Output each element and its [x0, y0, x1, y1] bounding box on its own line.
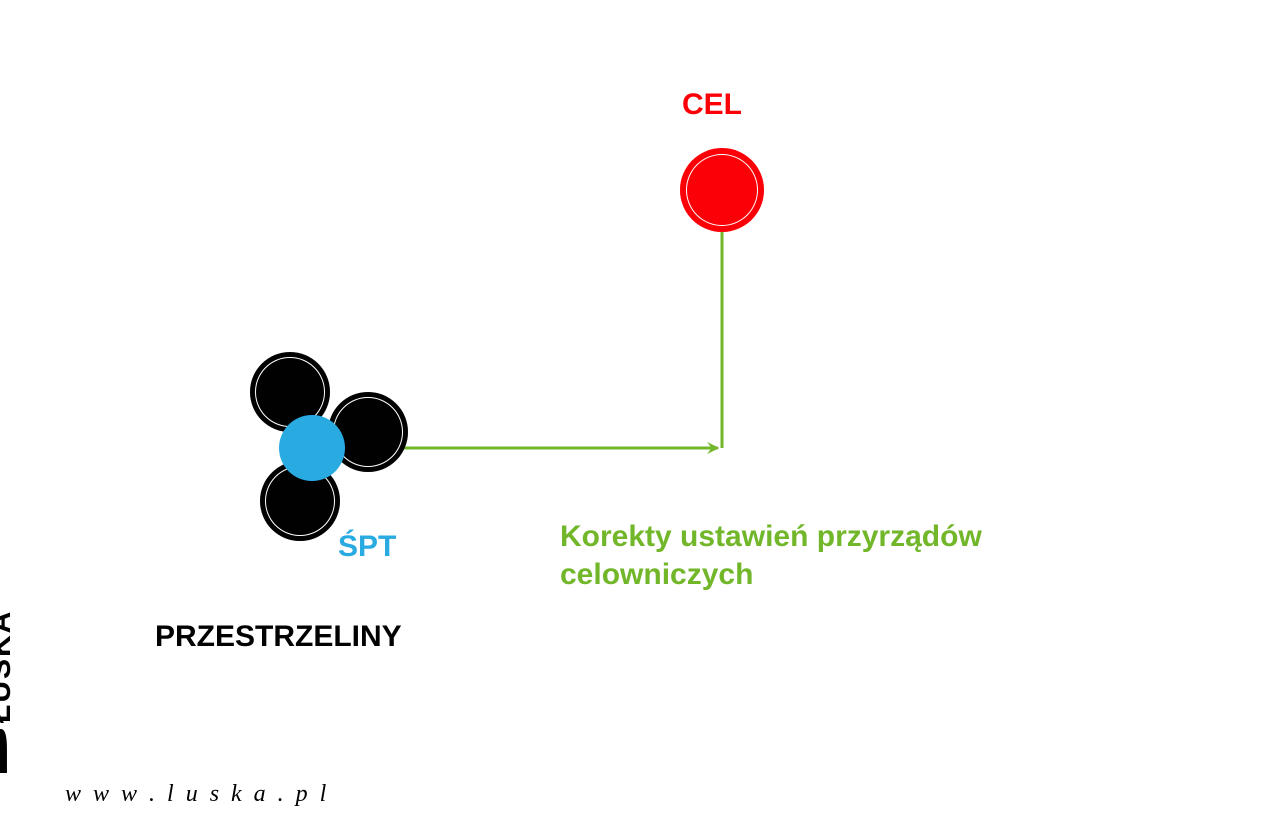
- brand-logo-text: ŁUSKA: [0, 610, 18, 723]
- target-label: CEL: [682, 88, 742, 122]
- arrow-layer: [0, 0, 1280, 833]
- bullet-icon: [0, 729, 8, 773]
- spt-circle: [279, 415, 345, 481]
- correction-label-line: celowniczych: [560, 558, 753, 592]
- shots-label: PRZESTRZELINY: [155, 620, 402, 654]
- website-url: w w w . l u s k a . p l: [65, 781, 329, 808]
- brand-logo: ŁUSKA: [0, 610, 18, 773]
- diagram-stage: CEL ŚPT PRZESTRZELINY Korekty ustawień p…: [0, 0, 1280, 833]
- target-circle: [680, 148, 764, 232]
- spt-label: ŚPT: [338, 530, 396, 564]
- correction-label-line: Korekty ustawień przyrządów: [560, 520, 982, 554]
